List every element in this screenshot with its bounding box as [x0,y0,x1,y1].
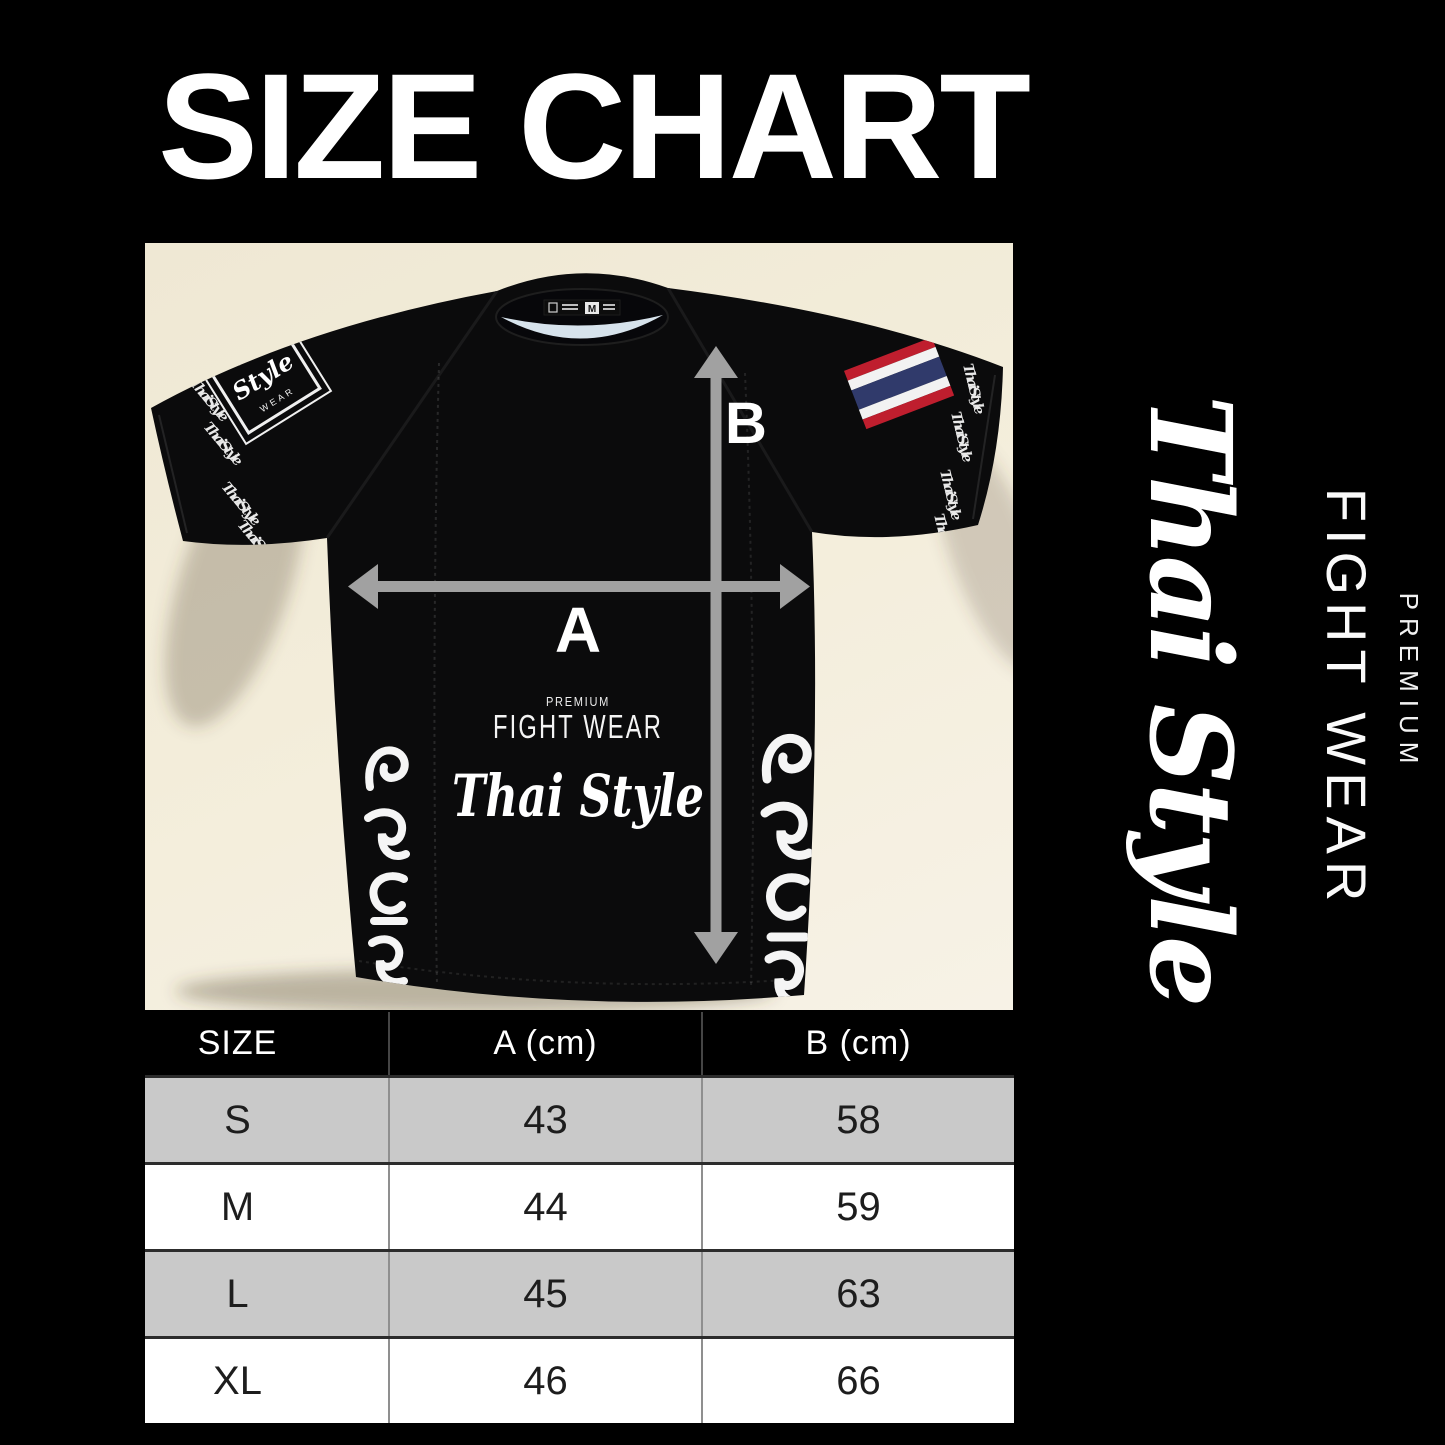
page-title: SIZE CHART [158,42,1031,210]
side-brand-premium: PREMIUM [1394,592,1425,772]
b-cell: 59 [701,1165,1014,1249]
neck-label: M [543,299,621,316]
b-cell: 58 [701,1078,1014,1162]
product-photo: M THAI Style WEAR [145,243,1013,1010]
header-size: SIZE [197,1024,278,1062]
table-row: XL 46 66 [145,1336,1014,1423]
size-cell: S [224,1097,251,1142]
size-cell: L [226,1271,249,1316]
shirt-seams [158,287,996,990]
size-table: SIZE A (cm) B (cm) S 43 58 M 44 59 L 45 … [145,1012,1014,1423]
collar-size-label: M [588,304,596,315]
a-cell: 43 [388,1078,701,1162]
inner-neck-lining [501,315,663,339]
measurement-arrows [348,346,810,964]
label-b: B [725,391,767,456]
rashguard-photo-graphic: M THAI Style WEAR [151,273,1013,1010]
width-arrow-a [348,564,810,609]
a-cell: 46 [388,1339,701,1423]
left-side-thai-script [364,746,410,986]
chest-print: PREMIUM FIGHT WEAR Thai Style [452,694,704,830]
label-a: A [555,594,601,666]
chest-brand-script: Thai Style [452,762,704,830]
a-cell: 44 [388,1165,701,1249]
table-row: L 45 63 [145,1249,1014,1336]
chest-fightwear-text: FIGHT WEAR [493,708,663,745]
table-header-row: SIZE A (cm) B (cm) [145,1012,1014,1075]
side-brand-fightwear: FIGHT WEAR [1315,487,1379,909]
b-cell: 63 [701,1252,1014,1336]
side-brand-script: Thai Style [1124,394,1256,1006]
thailand-flag-icon [844,337,955,430]
table-row: S 43 58 [145,1075,1014,1162]
length-arrow-b [694,346,738,964]
size-cell: XL [213,1358,262,1403]
size-cell: M [220,1184,255,1229]
chest-premium-text: PREMIUM [546,694,610,709]
right-side-thai-script [760,733,814,1002]
b-cell: 66 [701,1339,1014,1423]
collar: M [495,288,669,346]
header-b-cm: B (cm) [701,1012,1014,1075]
table-row: M 44 59 [145,1162,1014,1249]
a-cell: 45 [388,1252,701,1336]
header-a-cm: A (cm) [388,1012,701,1075]
